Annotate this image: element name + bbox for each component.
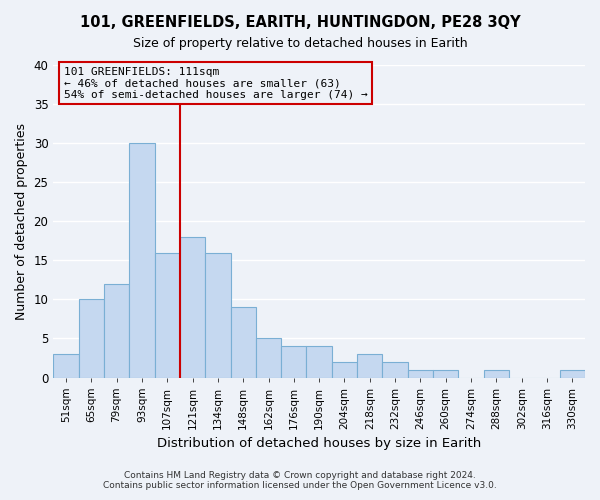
Bar [79, 300, 104, 378]
Bar [484, 370, 509, 378]
Bar [382, 362, 408, 378]
Bar [357, 354, 382, 378]
Bar [53, 354, 79, 378]
Bar [180, 237, 205, 378]
Text: Contains HM Land Registry data © Crown copyright and database right 2024.
Contai: Contains HM Land Registry data © Crown c… [103, 470, 497, 490]
Bar [433, 370, 458, 378]
Bar [205, 252, 230, 378]
Y-axis label: Number of detached properties: Number of detached properties [15, 123, 28, 320]
Text: 101 GREENFIELDS: 111sqm
← 46% of detached houses are smaller (63)
54% of semi-de: 101 GREENFIELDS: 111sqm ← 46% of detache… [64, 66, 368, 100]
Bar [155, 252, 180, 378]
Text: 101, GREENFIELDS, EARITH, HUNTINGDON, PE28 3QY: 101, GREENFIELDS, EARITH, HUNTINGDON, PE… [80, 15, 520, 30]
X-axis label: Distribution of detached houses by size in Earith: Distribution of detached houses by size … [157, 437, 481, 450]
Bar [256, 338, 281, 378]
Bar [332, 362, 357, 378]
Bar [129, 143, 155, 378]
Bar [104, 284, 129, 378]
Bar [230, 307, 256, 378]
Bar [307, 346, 332, 378]
Bar [408, 370, 433, 378]
Text: Size of property relative to detached houses in Earith: Size of property relative to detached ho… [133, 38, 467, 51]
Bar [560, 370, 585, 378]
Bar [281, 346, 307, 378]
